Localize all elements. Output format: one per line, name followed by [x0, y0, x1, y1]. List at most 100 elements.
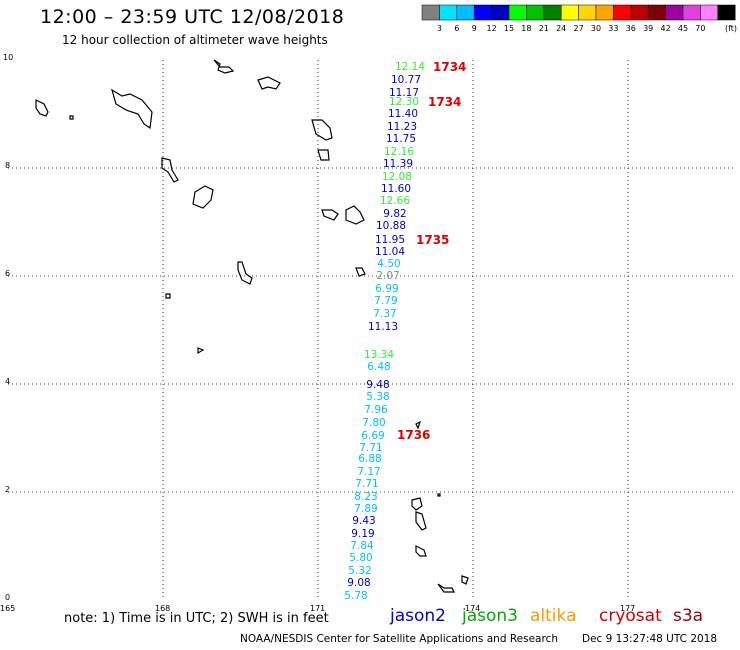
scale-unit: (ft)	[725, 24, 737, 33]
scale-swatch	[491, 4, 510, 21]
y-tick-0: 0	[5, 593, 10, 602]
scale-label: 12	[487, 24, 497, 33]
scale-swatch	[665, 4, 684, 21]
wave-height-value: 12.30	[389, 96, 419, 108]
footer-note: note: 1) Time is in UTC; 2) SWH is in fe…	[64, 611, 329, 626]
wave-height-value: 6.99	[375, 283, 398, 295]
wave-height-value: 11.95	[375, 234, 405, 246]
scale-swatch	[717, 4, 736, 21]
satellite-altika: altika	[530, 606, 577, 626]
satellite-jason2: jason2	[390, 606, 446, 626]
wave-height-value: 7.89	[354, 503, 377, 515]
x-tick-171: 171	[310, 604, 325, 613]
wave-height-value: 7.79	[374, 295, 397, 307]
island-shape	[317, 149, 330, 161]
scale-swatch	[526, 4, 545, 21]
scale-label: 3	[437, 24, 442, 33]
scale-label: 27	[574, 24, 584, 33]
wave-height-value: 7.71	[359, 442, 382, 454]
y-tick-2: 2	[5, 485, 10, 494]
wave-height-value: 7.71	[355, 478, 378, 490]
y-tick-6: 6	[5, 269, 10, 278]
scale-swatch	[543, 4, 562, 21]
island-shape	[411, 497, 423, 511]
scale-swatch	[456, 4, 475, 21]
scale-label: 30	[591, 24, 601, 33]
island-shape	[415, 420, 422, 430]
island-shape	[257, 76, 281, 90]
scale-label: 36	[626, 24, 636, 33]
wave-height-value: 12.08	[382, 171, 412, 183]
scale-swatch	[578, 4, 597, 21]
scale-label: 15	[504, 24, 514, 33]
y-tick-10: 10	[3, 53, 13, 62]
island-shape	[355, 267, 366, 277]
wave-height-value: 10.88	[376, 220, 406, 232]
wave-height-value: 5.32	[348, 565, 371, 577]
wave-height-value: 5.38	[366, 391, 389, 403]
footer-credit: NOAA/NESDIS Center for Satellite Applica…	[240, 633, 558, 645]
island-shape	[437, 583, 455, 593]
scale-label: 45	[678, 24, 688, 33]
x-tick-174: 174	[465, 604, 480, 613]
wave-height-value: 9.19	[351, 528, 374, 540]
wave-height-value: 11.60	[381, 183, 411, 195]
observation-time-labels: 1734 1734 1735 1736	[397, 60, 466, 442]
wave-height-value: 5.80	[349, 552, 372, 564]
scale-label: 9	[472, 24, 477, 33]
island-shape	[437, 493, 441, 497]
wave-height-value: 12.16	[384, 146, 414, 158]
scale-swatch	[560, 4, 579, 21]
wave-height-value: 7.84	[350, 540, 374, 552]
wave-height-value: 6.48	[367, 361, 390, 373]
map-title: 12:00 – 23:59 UTC 12/08/2018	[40, 6, 345, 28]
scale-label: 70	[695, 24, 705, 33]
x-tick-165: 165	[0, 604, 15, 613]
x-tick-177: 177	[620, 604, 635, 613]
scale-label: 21	[539, 24, 549, 33]
wave-height-value: 8.23	[354, 491, 377, 503]
x-tick-168: 168	[155, 604, 170, 613]
observation-time-label: 1734	[428, 95, 461, 109]
scale-swatch	[630, 4, 649, 21]
wave-height-observations: 12.1410.7711.1712.3011.4011.2311.7512.16…	[344, 61, 425, 602]
wave-height-value: 7.96	[364, 404, 388, 416]
wave-height-value: 9.48	[366, 379, 389, 391]
island-shape	[415, 545, 427, 557]
wave-height-value: 7.80	[362, 417, 385, 429]
island-shape	[197, 347, 205, 355]
scale-label: 42	[661, 24, 671, 33]
wave-height-value: 12.66	[380, 195, 410, 207]
island-shape	[461, 575, 469, 585]
scale-swatch	[508, 4, 527, 21]
scale-label: 6	[454, 24, 459, 33]
wave-height-value: 7.37	[373, 308, 396, 320]
scale-label: 18	[521, 24, 531, 33]
scale-swatch	[613, 4, 632, 21]
scale-swatch	[473, 4, 492, 21]
scale-label: 39	[643, 24, 653, 33]
wave-height-value: 11.23	[387, 121, 417, 133]
y-tick-8: 8	[5, 161, 10, 170]
scale-swatch	[647, 4, 666, 21]
wave-height-value: 6.88	[358, 453, 381, 465]
wave-height-value: 4.50	[377, 258, 400, 270]
scale-swatch	[682, 4, 701, 21]
observation-time-label: 1735	[416, 233, 449, 247]
wave-height-value: 11.75	[386, 133, 416, 145]
scale-swatch	[700, 4, 719, 21]
map-subtitle: 12 hour collection of altimeter wave hei…	[62, 33, 328, 47]
wave-height-value: 2.07	[376, 270, 399, 282]
scale-swatch	[595, 4, 614, 21]
scale-label: 33	[608, 24, 618, 33]
island-shape	[415, 511, 427, 531]
island-shape	[321, 209, 339, 221]
scale-swatch	[421, 4, 440, 21]
observation-time-label: 1734	[433, 60, 466, 74]
wave-height-value: 12.14	[395, 61, 425, 73]
island-shape	[192, 185, 214, 209]
satellite-jason3: jason3	[462, 606, 518, 626]
wave-height-value: 11.39	[383, 158, 413, 170]
